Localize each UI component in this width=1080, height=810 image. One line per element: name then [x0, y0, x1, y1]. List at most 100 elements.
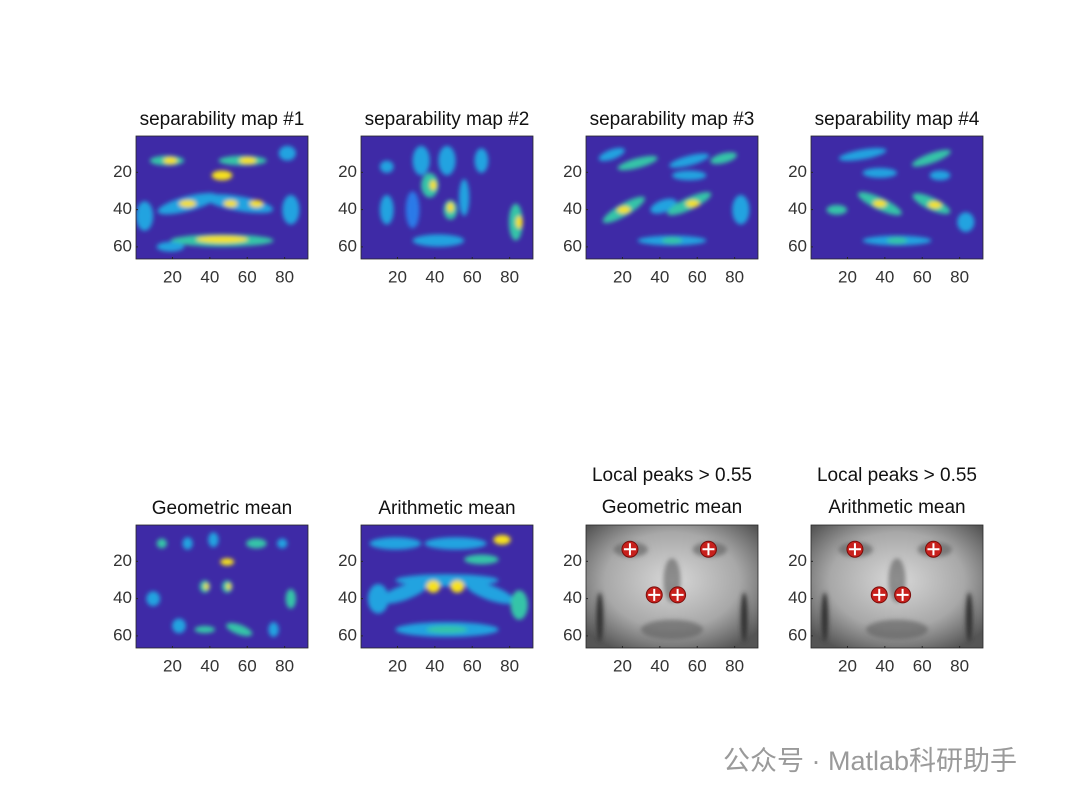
x-tick-label: 80: [275, 267, 294, 286]
x-tick-label: 20: [388, 656, 407, 675]
x-tick-label: 80: [725, 656, 744, 675]
x-tick-label: 80: [500, 656, 519, 675]
heatmap-blob: [661, 236, 683, 245]
subplot-title: Local peaks > 0.55: [817, 465, 977, 486]
heatmap-blob: [685, 199, 700, 208]
axes-box: [360, 524, 534, 649]
heatmap-blob: [838, 148, 887, 161]
heatmap-blob: [826, 204, 848, 215]
x-tick-label: 60: [688, 656, 707, 675]
subplot: 20 40 60 80 20 40 60 separability map #1: [113, 109, 309, 286]
heatmap-blob: [194, 625, 216, 634]
face-feature: [866, 619, 928, 640]
heatmap-blob: [379, 195, 394, 225]
heatmap-blob: [172, 618, 186, 634]
heatmap-blob: [447, 202, 454, 213]
x-tick-label: 80: [725, 267, 744, 286]
heatmap-blob: [156, 538, 167, 549]
heatmap-blob: [464, 554, 499, 565]
heatmap-blob: [156, 241, 185, 252]
peak-cross: [873, 588, 886, 601]
face-shadow: [821, 592, 829, 642]
y-tick-label: 60: [563, 625, 582, 644]
y-tick-label: 60: [338, 236, 357, 255]
y-tick-label: 60: [563, 236, 582, 255]
subplot: 20 40 60 80 20 40 60 Local peaks > 0.55 Arithmet…: [788, 465, 984, 675]
heatmap-blob: [465, 581, 515, 604]
y-tick-label: 40: [338, 199, 357, 218]
heatmap-blob: [493, 534, 511, 545]
x-tick-label: 60: [688, 267, 707, 286]
image-area: [586, 136, 758, 259]
heatmap-blob: [220, 558, 235, 566]
x-tick-label: 20: [163, 267, 182, 286]
heatmap-blob: [862, 167, 897, 178]
heatmap-blob: [616, 206, 631, 214]
x-tick-label: 40: [875, 656, 894, 675]
heatmap-blob: [277, 538, 288, 549]
peak-cross: [702, 543, 715, 556]
heatmap-blob: [459, 179, 470, 216]
heatmap-blob: [672, 170, 707, 181]
x-tick-label: 40: [425, 656, 444, 675]
x-tick-label: 40: [200, 267, 219, 286]
y-tick-label: 40: [563, 199, 582, 218]
axes-box: [135, 135, 309, 260]
heatmap-blob: [405, 191, 420, 229]
x-tick-label: 60: [463, 267, 482, 286]
subplot-title: Geometric mean: [152, 498, 292, 519]
heatmap-blob: [450, 580, 465, 593]
face-feature: [641, 619, 703, 640]
heatmap-blob: [246, 538, 267, 549]
axes-box: [135, 524, 309, 649]
heatmap-blob: [205, 194, 274, 214]
heatmap-blob: [196, 235, 248, 244]
peak-cross: [927, 543, 940, 556]
subplot: 20 40 60 80 20 40 60 separability map #2: [338, 109, 534, 286]
heatmap-blob: [927, 201, 942, 209]
subplot-title: separability map #1: [140, 109, 305, 130]
heatmap-blob: [515, 215, 523, 229]
heatmap-blob: [208, 532, 219, 548]
x-tick-label: 40: [425, 267, 444, 286]
heatmap-blob: [617, 155, 658, 171]
subplot: 20 40 60 80 20 40 60 Geometric mean: [113, 498, 309, 675]
x-tick-label: 60: [913, 656, 932, 675]
x-tick-label: 20: [838, 656, 857, 675]
heatmap-blob: [367, 584, 389, 614]
heatmap-blob: [282, 195, 300, 225]
x-tick-label: 20: [163, 656, 182, 675]
subplot: 20 40 60 80 20 40 60 Local peaks > 0.55 Geometri…: [563, 465, 759, 675]
peak-cross: [623, 543, 636, 556]
subplot-title: Local peaks > 0.55: [592, 465, 752, 486]
y-tick-label: 20: [338, 551, 357, 570]
image-area: [361, 525, 533, 648]
heatmap-blob: [412, 234, 465, 247]
y-tick-label: 20: [338, 162, 357, 181]
image-area: [136, 136, 308, 259]
subplot-title: separability map #4: [815, 109, 980, 130]
y-tick-label: 20: [788, 551, 807, 570]
subplot: 20 40 60 80 20 40 60 separability map #4: [788, 109, 984, 286]
x-tick-label: 80: [950, 267, 969, 286]
axes-box: [585, 524, 759, 649]
x-tick-label: 60: [238, 267, 257, 286]
heatmap-blob: [163, 156, 178, 165]
heatmap-blob: [732, 195, 750, 225]
heatmap-blob: [379, 160, 394, 173]
heatmap-blob: [424, 537, 487, 550]
y-tick-label: 60: [788, 625, 807, 644]
heatmap-blob: [426, 625, 468, 634]
heatmap-blobs: [379, 145, 523, 247]
axes-box: [585, 135, 759, 260]
heatmap-blob: [136, 201, 154, 231]
heatmap-blob: [369, 537, 422, 550]
face-shadow: [596, 592, 604, 642]
x-tick-label: 20: [613, 267, 632, 286]
x-tick-label: 40: [875, 267, 894, 286]
heatmap-blob: [886, 236, 908, 245]
heatmap-blobs: [146, 532, 296, 637]
heatmap-blob: [872, 199, 887, 208]
heatmap-blob: [211, 170, 233, 181]
